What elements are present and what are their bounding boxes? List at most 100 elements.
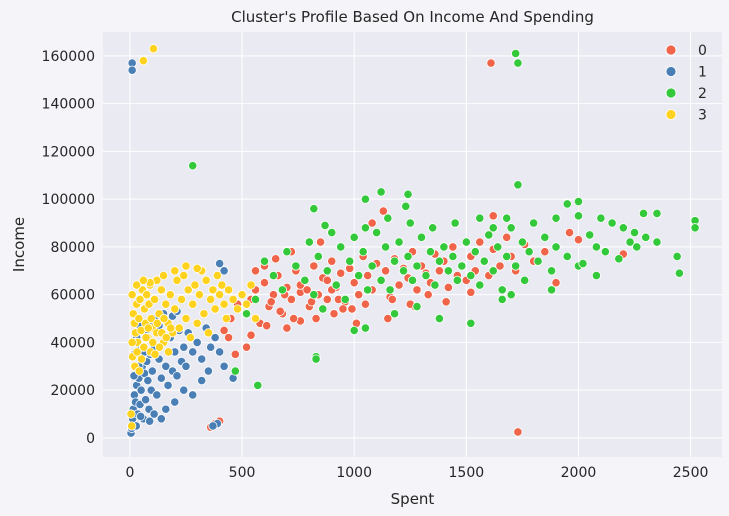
data-point — [172, 371, 182, 381]
data-point — [215, 259, 225, 269]
data-point — [511, 261, 521, 271]
data-point — [311, 313, 321, 324]
series-2 — [188, 48, 700, 390]
data-point — [412, 261, 422, 271]
data-point — [322, 294, 332, 305]
data-point — [315, 237, 326, 247]
data-point — [439, 242, 449, 252]
data-point — [511, 48, 521, 59]
legend-label-2: 2 — [698, 86, 707, 102]
data-point — [513, 180, 523, 190]
data-point — [181, 361, 191, 371]
data-point — [632, 242, 642, 252]
data-point — [275, 306, 285, 316]
data-point — [152, 390, 162, 400]
data-point — [206, 294, 216, 305]
data-point — [145, 416, 155, 426]
data-point — [206, 342, 216, 352]
data-point — [138, 275, 148, 285]
data-point — [188, 299, 198, 309]
data-point — [336, 268, 346, 278]
data-point — [311, 354, 321, 364]
data-point — [452, 275, 462, 285]
data-point — [564, 227, 575, 238]
data-point — [513, 58, 523, 68]
data-point — [219, 361, 229, 371]
data-point — [389, 309, 400, 319]
y-axis-label: Income — [10, 217, 28, 272]
data-point — [607, 218, 617, 228]
data-point — [156, 414, 166, 424]
data-point — [156, 373, 166, 383]
y-tick-labels: 0 20000 40000 60000 80000 100000 120000 140000 1… — [42, 49, 95, 447]
data-point — [253, 380, 263, 390]
data-point — [495, 261, 505, 271]
data-point — [176, 294, 187, 305]
data-point — [201, 275, 211, 285]
data-point — [185, 333, 196, 343]
data-point — [405, 218, 415, 228]
data-point — [540, 247, 550, 257]
data-point — [221, 313, 231, 324]
data-point — [380, 242, 391, 252]
data-point — [448, 242, 458, 252]
data-point — [573, 211, 584, 221]
y-tick-label: 100000 — [42, 192, 95, 208]
data-point — [383, 313, 393, 324]
data-point — [223, 285, 234, 295]
data-point — [380, 266, 391, 276]
data-point — [412, 301, 422, 312]
data-point — [423, 290, 433, 300]
data-point — [383, 213, 393, 223]
data-point — [190, 280, 200, 290]
data-point — [146, 313, 156, 324]
data-point — [150, 349, 160, 359]
data-point — [181, 261, 191, 271]
data-point — [246, 330, 256, 340]
data-point — [461, 237, 471, 247]
data-point — [690, 223, 700, 233]
legend-marker-0 — [665, 44, 677, 56]
data-point — [573, 196, 584, 207]
data-point — [166, 323, 176, 333]
data-point — [134, 313, 144, 324]
data-point — [524, 247, 534, 257]
data-point — [502, 232, 512, 242]
data-point — [573, 235, 584, 245]
data-point — [488, 211, 498, 221]
data-point — [578, 259, 588, 269]
data-point — [179, 385, 189, 395]
data-point — [174, 323, 184, 333]
data-point — [360, 194, 371, 204]
data-point — [443, 282, 453, 293]
data-point — [502, 251, 512, 262]
data-point — [132, 347, 142, 357]
data-point — [497, 285, 507, 295]
data-point — [152, 318, 162, 328]
data-point — [192, 263, 202, 273]
data-point — [441, 297, 451, 307]
data-point — [421, 270, 431, 281]
data-point — [230, 349, 240, 359]
data-point — [363, 285, 373, 295]
data-point — [457, 261, 467, 271]
data-point — [159, 313, 169, 324]
data-point — [165, 290, 175, 300]
data-point — [502, 213, 512, 223]
x-tick-label: 500 — [229, 465, 256, 481]
data-point — [596, 213, 606, 223]
data-point — [156, 285, 166, 295]
data-point — [638, 208, 649, 219]
data-point — [360, 323, 371, 333]
data-point — [625, 237, 635, 247]
data-point — [127, 337, 137, 347]
data-point — [282, 323, 292, 333]
data-point — [127, 421, 137, 431]
data-point — [506, 290, 516, 300]
y-tick-label: 60000 — [50, 288, 95, 304]
data-point — [158, 270, 169, 281]
data-point — [188, 390, 198, 400]
data-point — [134, 366, 144, 376]
data-point — [629, 227, 640, 238]
data-point — [141, 333, 151, 343]
